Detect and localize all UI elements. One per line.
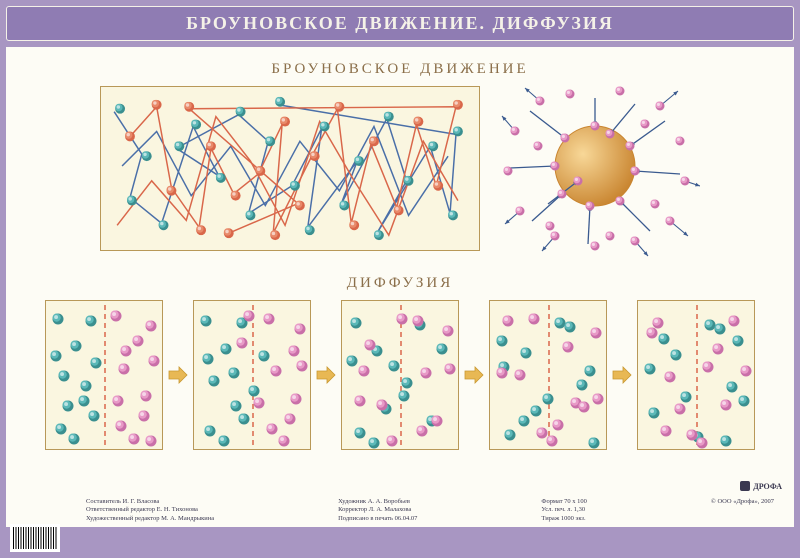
diffusion-sequence (24, 300, 776, 450)
sequence-arrow-icon (611, 365, 633, 385)
content-panel: БРОУНОВСКОЕ ДВИЖЕНИЕ ДИФФУЗИЯ ДРОФА Сост… (6, 47, 794, 527)
main-title: БРОУНОВСКОЕ ДВИЖЕНИЕ. ДИФФУЗИЯ (6, 6, 794, 41)
sequence-arrow-icon (167, 365, 189, 385)
section1-title: БРОУНОВСКОЕ ДВИЖЕНИЕ (24, 61, 776, 78)
diffusion-panel (341, 300, 459, 450)
diffusion-panel (45, 300, 163, 450)
sequence-arrow-icon (463, 365, 485, 385)
brownian-trajectory-diagram (100, 86, 480, 251)
section2-title: ДИФФУЗИЯ (24, 275, 776, 292)
diffusion-panel (193, 300, 311, 450)
footer-credits: Составитель И. Г. Власова Ответственный … (26, 498, 774, 523)
logo-icon (740, 481, 750, 491)
diffusion-panel (489, 300, 607, 450)
publisher-logo: ДРОФА (740, 481, 782, 491)
sequence-arrow-icon (315, 365, 337, 385)
poster-root: БРОУНОВСКОЕ ДВИЖЕНИЕ. ДИФФУЗИЯ БРОУНОВСК… (0, 0, 800, 558)
brownian-large-particle-diagram (500, 86, 700, 261)
diffusion-panel (637, 300, 755, 450)
barcode (10, 524, 60, 552)
brownian-row (24, 86, 776, 261)
